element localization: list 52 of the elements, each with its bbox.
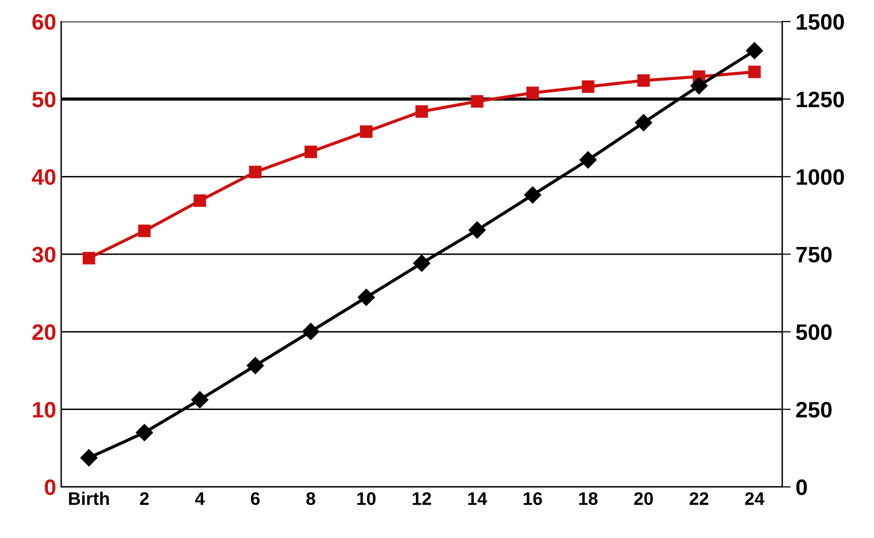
y-tick-label: 20 [32,324,56,340]
point [748,66,761,78]
point [580,151,597,168]
point [304,146,318,158]
point [415,105,428,118]
y2-tick-label: 500 [796,324,832,340]
point [690,77,708,94]
x-tick-label: 14 [468,492,488,505]
x-tick-label: 20 [634,492,653,506]
x-tick-label: 8 [306,492,316,506]
y-tick-label: 40 [32,169,56,185]
point [191,391,208,408]
y-tick-label: 0 [44,479,56,496]
x-tick-label: 4 [195,492,205,505]
x-tick-label: 22 [690,492,708,505]
y2-tick-label: 1000 [796,169,844,185]
y2-tick-label: 1250 [796,92,844,108]
x-tick-label: 16 [524,492,542,506]
point [138,224,151,238]
y2-tick-label: 750 [796,246,832,262]
point [136,424,153,442]
x-tick-label: 18 [579,492,598,506]
point [637,74,650,87]
point [246,357,264,374]
point [635,114,652,132]
y-tick-label: 50 [32,92,56,108]
point [80,449,98,466]
point [413,254,430,272]
x-tick-label: 24 [745,492,764,505]
x-tick-label: 2 [140,492,149,505]
point [526,86,539,100]
y-tick-label: 30 [32,246,56,263]
y-tick-label: 60 [32,14,56,30]
point [470,95,484,108]
point [249,166,262,178]
x-tick-label: 12 [412,492,432,505]
x-tick-label: 10 [357,492,376,506]
y2-tick-label: 0 [796,479,807,496]
y2-tick-label: 250 [796,402,832,418]
point [360,125,372,138]
point [302,322,320,340]
point [82,252,96,264]
x-tick-label: 6 [250,492,260,506]
y-tick-label: 10 [33,402,56,418]
y2-tick-label: 1500 [796,14,844,30]
point [582,80,594,93]
point [358,288,375,306]
point [194,194,206,207]
point [468,221,486,239]
point [746,42,764,60]
x-tick-label: Birth [69,492,109,505]
point [524,186,542,204]
